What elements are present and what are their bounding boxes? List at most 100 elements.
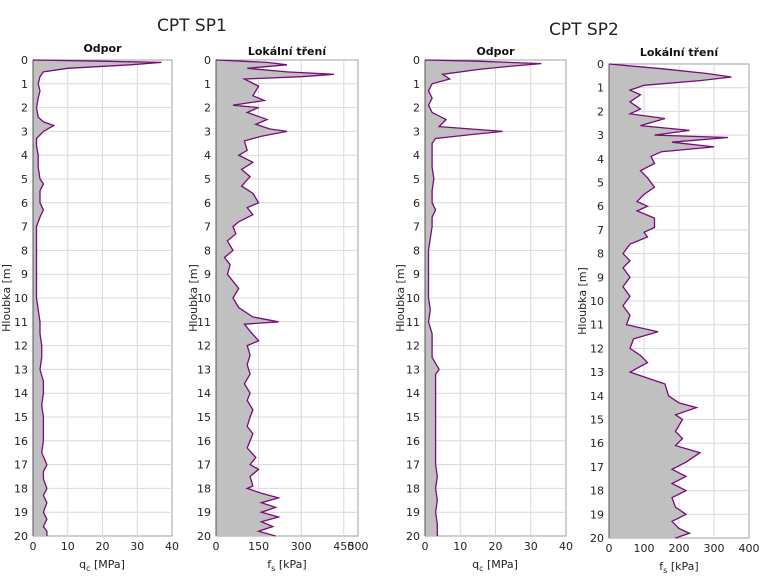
chart3-ytick-label: 3 bbox=[413, 125, 420, 138]
chart3-ytick-label: 5 bbox=[413, 173, 420, 186]
chart3-xtick-label: 10 bbox=[453, 540, 467, 553]
chart3-ytick-label: 2 bbox=[413, 102, 420, 115]
chart1-y-axis-label: Hloubka [m] bbox=[0, 264, 13, 332]
chart2-ytick-label: 0 bbox=[204, 54, 211, 67]
chart3-ytick-label: 4 bbox=[413, 149, 420, 162]
chart3-ytick-label: 1 bbox=[413, 78, 420, 91]
chart1-ytick-label: 14 bbox=[14, 387, 28, 400]
chart4-area-fill bbox=[609, 64, 732, 538]
chart3-ytick-label: 8 bbox=[413, 244, 420, 257]
chart4-ytick-label: 4 bbox=[597, 153, 604, 166]
chart2-y-axis-label: Hloubka [m] bbox=[187, 264, 200, 332]
chart2-ytick-label: 20 bbox=[197, 530, 211, 543]
chart1-ytick-label: 19 bbox=[14, 506, 28, 519]
chart3-y-axis-label: Hloubka [m] bbox=[394, 264, 407, 332]
chart1-xtick-label: 10 bbox=[61, 540, 75, 553]
chart3-ytick-label: 16 bbox=[406, 435, 420, 448]
chart2-xtick-label: 500 bbox=[348, 540, 369, 553]
chart3-ytick-label: 20 bbox=[406, 530, 420, 543]
chart3-xtick-label: 0 bbox=[422, 540, 429, 553]
chart4-ytick-label: 9 bbox=[597, 271, 604, 284]
chart2-ytick-label: 3 bbox=[204, 125, 211, 138]
chart1-xtick-label: 40 bbox=[165, 540, 179, 553]
chart1-xtick-label: 30 bbox=[130, 540, 144, 553]
chart1-ytick-label: 9 bbox=[21, 268, 28, 281]
chart3-ytick-label: 7 bbox=[413, 221, 420, 234]
chart4-xtick-label: 200 bbox=[669, 542, 690, 555]
chart4-ytick-label: 7 bbox=[597, 224, 604, 237]
chart2-ytick-label: 2 bbox=[204, 102, 211, 115]
chart3-ytick-label: 12 bbox=[406, 340, 420, 353]
chart2-area-fill bbox=[216, 60, 334, 536]
chart4-x-axis-label: fs [kPa] bbox=[659, 560, 698, 575]
chart1-title: Odpor bbox=[83, 42, 122, 55]
chart2-ytick-label: 10 bbox=[197, 292, 211, 305]
chart4-xtick-label: 0 bbox=[606, 542, 613, 555]
chart3-xtick-label: 40 bbox=[559, 540, 573, 553]
chart2-x-axis-label: fs [kPa] bbox=[267, 558, 306, 573]
chart1-ytick-label: 7 bbox=[21, 221, 28, 234]
chart2-ytick-label: 16 bbox=[197, 435, 211, 448]
chart3-ytick-label: 6 bbox=[413, 197, 420, 210]
chart4-ytick-label: 5 bbox=[597, 177, 604, 190]
chart4-ytick-label: 0 bbox=[597, 58, 604, 71]
chart1-ytick-label: 13 bbox=[14, 363, 28, 376]
chart3-xtick-label: 20 bbox=[489, 540, 503, 553]
chart2-ytick-label: 14 bbox=[197, 387, 211, 400]
chart3-ytick-label: 9 bbox=[413, 268, 420, 281]
chart4-title: Lokální tření bbox=[640, 46, 719, 59]
chart2-xtick-label: 450 bbox=[333, 540, 354, 553]
chart4-ytick-label: 13 bbox=[590, 366, 604, 379]
group-title-sp1: CPT SP1 bbox=[157, 16, 227, 36]
chart3-ytick-label: 13 bbox=[406, 363, 420, 376]
chart4-xtick-label: 100 bbox=[634, 542, 655, 555]
chart2-ytick-label: 1 bbox=[204, 78, 211, 91]
chart1-ytick-label: 15 bbox=[14, 411, 28, 424]
chart4-xtick-label: 300 bbox=[704, 542, 725, 555]
chart3-title: Odpor bbox=[476, 45, 515, 58]
chart4-ytick-label: 3 bbox=[597, 129, 604, 142]
chart4-ytick-label: 2 bbox=[597, 105, 604, 118]
group-title-sp2: CPT SP2 bbox=[549, 20, 619, 40]
chart1-ytick-label: 10 bbox=[14, 292, 28, 305]
chart3-xtick-label: 30 bbox=[524, 540, 538, 553]
chart1-ytick-label: 5 bbox=[21, 173, 28, 186]
chart1-xtick-label: 0 bbox=[30, 540, 37, 553]
chart4-ytick-label: 19 bbox=[590, 508, 604, 521]
chart1-ytick-label: 8 bbox=[21, 244, 28, 257]
chart4-ytick-label: 18 bbox=[590, 485, 604, 498]
chart2-profile-line bbox=[215, 59, 334, 537]
chart1-ytick-label: 16 bbox=[14, 435, 28, 448]
chart4-ytick-label: 1 bbox=[597, 82, 604, 95]
chart4-ytick-label: 15 bbox=[590, 414, 604, 427]
chart4-ytick-label: 14 bbox=[590, 390, 604, 403]
chart2-ytick-label: 11 bbox=[197, 316, 211, 329]
chart1-x-axis-label: qc [MPa] bbox=[79, 558, 125, 573]
chart1-ytick-label: 18 bbox=[14, 482, 28, 495]
chart4-ytick-label: 8 bbox=[597, 248, 604, 261]
chart3-ytick-label: 18 bbox=[406, 482, 420, 495]
chart4-ytick-label: 20 bbox=[590, 532, 604, 545]
chart2-ytick-label: 15 bbox=[197, 411, 211, 424]
chart2-ytick-label: 6 bbox=[204, 197, 211, 210]
chart4-ytick-label: 11 bbox=[590, 319, 604, 332]
chart3-ytick-label: 0 bbox=[413, 54, 420, 67]
chart1-profile-line bbox=[32, 59, 162, 536]
chart1-ytick-label: 11 bbox=[14, 316, 28, 329]
chart1-ytick-label: 3 bbox=[21, 125, 28, 138]
chart3-ytick-label: 14 bbox=[406, 387, 420, 400]
chart2-ytick-label: 9 bbox=[204, 268, 211, 281]
chart2-ytick-label: 18 bbox=[197, 482, 211, 495]
chart1-ytick-label: 20 bbox=[14, 530, 28, 543]
chart2-ytick-label: 4 bbox=[204, 149, 211, 162]
chart3-ytick-label: 19 bbox=[406, 506, 420, 519]
chart3-x-axis-label: qc [MPa] bbox=[472, 558, 518, 573]
chart2-ytick-label: 8 bbox=[204, 244, 211, 257]
chart4-ytick-label: 10 bbox=[590, 295, 604, 308]
chart4-ytick-label: 6 bbox=[597, 200, 604, 213]
chart3-ytick-label: 10 bbox=[406, 292, 420, 305]
chart1-ytick-label: 1 bbox=[21, 78, 28, 91]
chart1-ytick-label: 12 bbox=[14, 340, 28, 353]
